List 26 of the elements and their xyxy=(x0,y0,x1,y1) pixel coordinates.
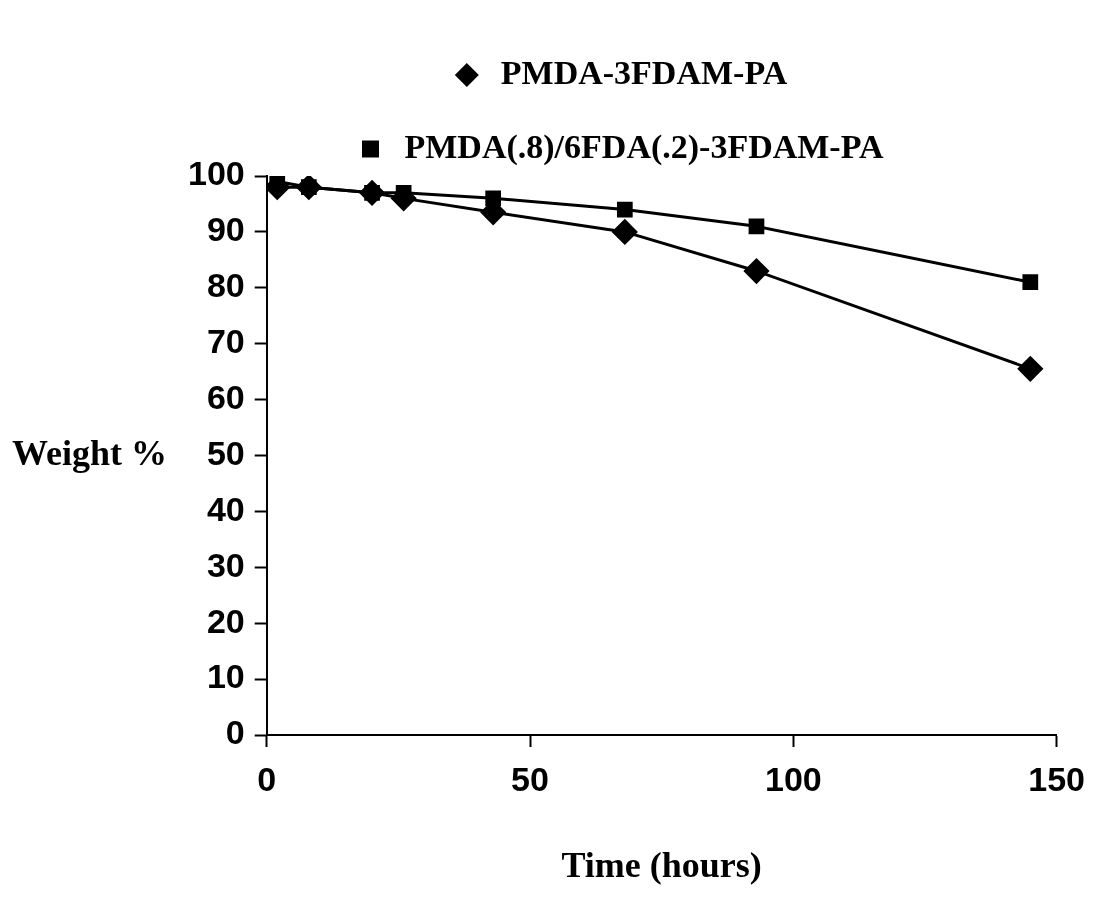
y-tick-label: 50 xyxy=(206,433,245,472)
y-tick-label: 100 xyxy=(187,154,245,193)
y-tick-label: 10 xyxy=(206,657,245,696)
x-tick-label: 150 xyxy=(1028,759,1085,798)
y-tick-label: 20 xyxy=(206,601,245,640)
y-tick-label: 30 xyxy=(206,545,245,584)
point xyxy=(748,218,765,235)
x-axis-title: Time (hours) xyxy=(561,844,762,885)
point xyxy=(616,201,633,218)
point xyxy=(296,176,322,200)
point xyxy=(1017,356,1043,382)
point xyxy=(1022,274,1039,291)
x-tick-label: 50 xyxy=(511,759,549,798)
y-axis-title: Weight % xyxy=(12,432,168,473)
y-tick-label: 40 xyxy=(206,489,245,528)
y-tick-label: 60 xyxy=(206,377,245,416)
legend-label: PMDA-3FDAM-PA xyxy=(500,53,788,91)
y-tick-label: 0 xyxy=(225,713,245,752)
point xyxy=(743,258,769,284)
x-tick-label: 100 xyxy=(764,759,822,798)
legend-label: PMDA(.8)/6FDA(.2)-3FDAM-PA xyxy=(404,127,884,166)
point xyxy=(612,219,638,245)
y-tick-label: 90 xyxy=(206,210,245,249)
x-tick-label: 0 xyxy=(257,759,277,798)
y-tick-label: 80 xyxy=(206,266,245,305)
y-tick-label: 70 xyxy=(206,322,245,361)
